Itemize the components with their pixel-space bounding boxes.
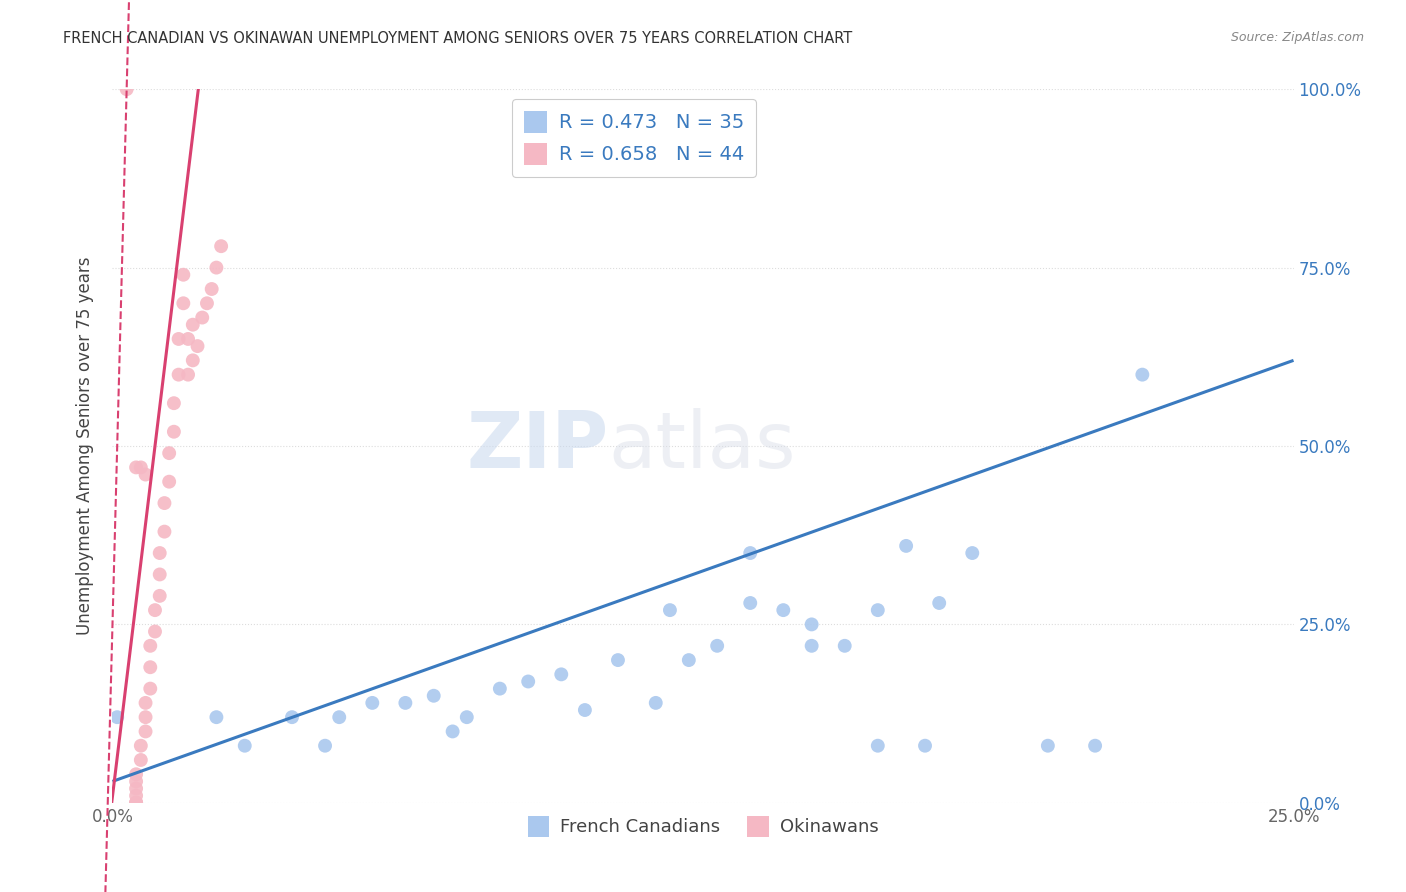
Point xyxy=(125,774,148,789)
Point xyxy=(201,282,224,296)
Text: FRENCH CANADIAN VS OKINAWAN UNEMPLOYMENT AMONG SENIORS OVER 75 YEARS CORRELATION: FRENCH CANADIAN VS OKINAWAN UNEMPLOYMENT… xyxy=(63,31,852,46)
Point xyxy=(644,696,666,710)
Point xyxy=(456,710,478,724)
Point xyxy=(177,332,200,346)
Point xyxy=(125,460,148,475)
Point xyxy=(1084,739,1107,753)
Point xyxy=(834,639,856,653)
Point xyxy=(163,396,186,410)
Point xyxy=(129,753,152,767)
Point xyxy=(115,82,138,96)
Point xyxy=(233,739,256,753)
Point xyxy=(143,603,166,617)
Point xyxy=(139,639,162,653)
Point xyxy=(135,710,157,724)
Point xyxy=(800,639,823,653)
Point xyxy=(125,789,148,803)
Point xyxy=(125,796,148,810)
Point xyxy=(125,796,148,810)
Point xyxy=(139,681,162,696)
Point xyxy=(153,496,176,510)
Y-axis label: Unemployment Among Seniors over 75 years: Unemployment Among Seniors over 75 years xyxy=(76,257,94,635)
Point xyxy=(517,674,540,689)
Point xyxy=(172,268,194,282)
Point xyxy=(181,318,204,332)
Point xyxy=(195,296,218,310)
Point xyxy=(772,603,794,617)
Text: atlas: atlas xyxy=(609,408,796,484)
Point xyxy=(181,353,204,368)
Point xyxy=(314,739,336,753)
Point xyxy=(135,467,157,482)
Point xyxy=(153,524,176,539)
Point xyxy=(139,660,162,674)
Point xyxy=(489,681,512,696)
Point xyxy=(143,624,166,639)
Point xyxy=(394,696,416,710)
Point xyxy=(135,724,157,739)
Point xyxy=(149,589,172,603)
Point xyxy=(105,710,128,724)
Point xyxy=(740,596,762,610)
Point xyxy=(574,703,596,717)
Text: Source: ZipAtlas.com: Source: ZipAtlas.com xyxy=(1230,31,1364,45)
Point xyxy=(163,425,186,439)
Point xyxy=(894,539,917,553)
Point xyxy=(167,332,190,346)
Point xyxy=(607,653,630,667)
Point xyxy=(866,603,889,617)
Point xyxy=(167,368,190,382)
Point xyxy=(928,596,950,610)
Point xyxy=(209,239,232,253)
Point xyxy=(914,739,936,753)
Point xyxy=(441,724,464,739)
Point xyxy=(706,639,728,653)
Point xyxy=(205,710,228,724)
Point xyxy=(678,653,700,667)
Point xyxy=(281,710,304,724)
Point xyxy=(177,368,200,382)
Legend: French Canadians, Okinawans: French Canadians, Okinawans xyxy=(520,808,886,844)
Point xyxy=(157,475,180,489)
Point xyxy=(800,617,823,632)
Point xyxy=(125,796,148,810)
Point xyxy=(550,667,572,681)
Point xyxy=(328,710,350,724)
Point xyxy=(740,546,762,560)
Point xyxy=(422,689,444,703)
Point xyxy=(157,446,180,460)
Text: ZIP: ZIP xyxy=(467,408,609,484)
Point xyxy=(658,603,681,617)
Point xyxy=(191,310,214,325)
Point xyxy=(135,696,157,710)
Point xyxy=(149,567,172,582)
Point xyxy=(125,767,148,781)
Point xyxy=(129,460,152,475)
Point xyxy=(129,739,152,753)
Point xyxy=(1036,739,1059,753)
Point xyxy=(1130,368,1153,382)
Point xyxy=(149,546,172,560)
Point xyxy=(962,546,984,560)
Point xyxy=(361,696,384,710)
Point xyxy=(186,339,208,353)
Point xyxy=(125,781,148,796)
Point xyxy=(866,739,889,753)
Point xyxy=(172,296,194,310)
Point xyxy=(205,260,228,275)
